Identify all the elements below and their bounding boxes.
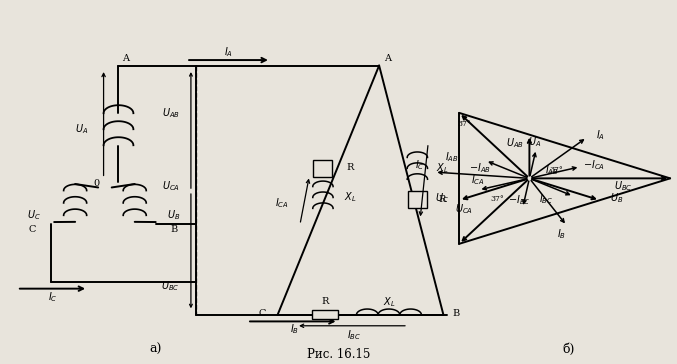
Text: $I_{BC}$: $I_{BC}$ xyxy=(539,192,553,206)
Text: R: R xyxy=(347,163,353,172)
Text: $I_{CA}$: $I_{CA}$ xyxy=(276,196,289,210)
Text: 37°: 37° xyxy=(490,195,504,203)
Text: $U_B$: $U_B$ xyxy=(167,208,181,222)
Text: $X_L$: $X_L$ xyxy=(435,162,448,175)
Text: а): а) xyxy=(150,343,162,356)
Text: $I_{BC}$: $I_{BC}$ xyxy=(347,328,361,342)
Text: A: A xyxy=(122,55,129,63)
Text: $I_{AB}$: $I_{AB}$ xyxy=(545,163,559,177)
Text: $I_A$: $I_A$ xyxy=(224,45,234,59)
Text: $U_B$: $U_B$ xyxy=(610,191,624,205)
Text: $I_B$: $I_B$ xyxy=(290,323,299,336)
Text: $I_{CA}$: $I_{CA}$ xyxy=(471,173,485,187)
Text: C: C xyxy=(28,225,35,234)
Text: C: C xyxy=(259,309,266,317)
Text: $I_A$: $I_A$ xyxy=(596,128,605,142)
Text: $I_B$: $I_B$ xyxy=(557,227,566,241)
Text: Рис. 16.15: Рис. 16.15 xyxy=(307,348,370,361)
Text: б): б) xyxy=(563,343,575,356)
Text: A: A xyxy=(384,55,391,63)
Text: $I_{AB}$: $I_{AB}$ xyxy=(445,151,459,164)
Text: $U_C$: $U_C$ xyxy=(27,208,41,222)
Bar xyxy=(408,191,427,208)
Text: R: R xyxy=(438,195,445,204)
Text: $-I_{BC}$: $-I_{BC}$ xyxy=(508,194,531,207)
Text: B: B xyxy=(171,225,177,234)
Text: $-I_{AB}$: $-I_{AB}$ xyxy=(469,161,491,175)
Text: $U_A$: $U_A$ xyxy=(74,122,88,136)
Text: $I_C$: $I_C$ xyxy=(48,290,58,304)
Text: $U_{CA}$: $U_{CA}$ xyxy=(455,202,473,216)
Text: B: B xyxy=(452,309,459,317)
Text: R: R xyxy=(322,297,329,305)
Text: $I_C$: $I_C$ xyxy=(415,159,424,173)
Text: $U_C$: $U_C$ xyxy=(435,191,449,205)
Text: $U_A$: $U_A$ xyxy=(528,135,542,149)
Text: $U_{CA}$: $U_{CA}$ xyxy=(162,179,179,193)
Text: $X_L$: $X_L$ xyxy=(383,295,395,309)
Text: 0: 0 xyxy=(93,179,100,188)
Text: 37°: 37° xyxy=(550,166,563,174)
Text: $U_{BC}$: $U_{BC}$ xyxy=(614,179,633,193)
Text: $U_{AB}$: $U_{AB}$ xyxy=(506,136,523,150)
Text: $U_{BC}$: $U_{BC}$ xyxy=(161,279,180,293)
Text: $-I_{CA}$: $-I_{CA}$ xyxy=(583,158,605,172)
Text: $U_{AB}$: $U_{AB}$ xyxy=(162,106,179,120)
Text: $X_L$: $X_L$ xyxy=(344,190,356,203)
Text: 37°: 37° xyxy=(458,120,471,128)
Bar xyxy=(313,310,338,319)
Bar xyxy=(313,159,332,177)
